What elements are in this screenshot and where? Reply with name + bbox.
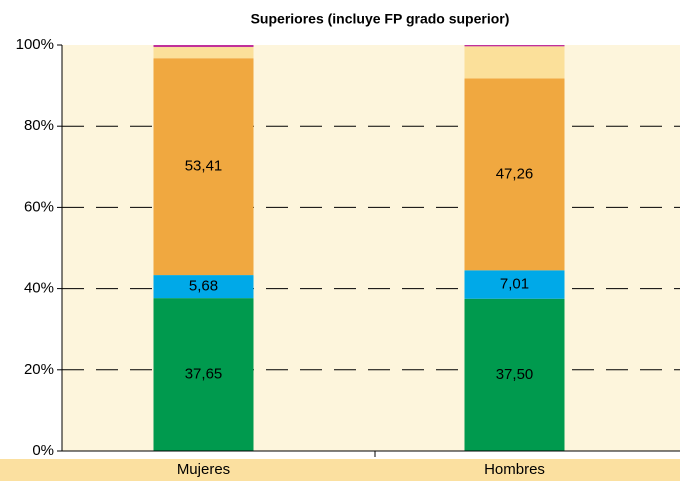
bar-segment xyxy=(153,275,254,299)
data-label: 53,41 xyxy=(185,158,223,175)
data-label: 37,65 xyxy=(185,366,223,383)
y-tick-label: 80% xyxy=(24,117,54,134)
data-label: 47,26 xyxy=(496,165,534,182)
data-label: 5,68 xyxy=(189,278,218,295)
y-tick-label: 60% xyxy=(24,198,54,215)
chart-title: Superiores (incluye FP grado superior) xyxy=(251,11,510,27)
y-tick-label: 40% xyxy=(24,280,54,297)
bar-segment xyxy=(464,45,565,47)
category-strip xyxy=(0,459,680,481)
data-label: 37,50 xyxy=(496,366,534,383)
bar-segment xyxy=(464,46,565,79)
bar-segment xyxy=(153,47,254,59)
bar-segment xyxy=(464,78,565,271)
x-tick-label: Mujeres xyxy=(177,461,230,478)
bar-segment xyxy=(464,270,565,299)
data-label: 7,01 xyxy=(500,275,529,292)
y-tick-label: 0% xyxy=(32,442,54,459)
x-tick-label: Hombres xyxy=(484,461,545,478)
bar-segment xyxy=(464,298,565,451)
bar-segment xyxy=(153,58,254,276)
y-tick-label: 20% xyxy=(24,361,54,378)
bar-segment xyxy=(153,298,254,451)
bar-segment xyxy=(153,45,254,48)
y-tick-label: 100% xyxy=(16,36,54,53)
